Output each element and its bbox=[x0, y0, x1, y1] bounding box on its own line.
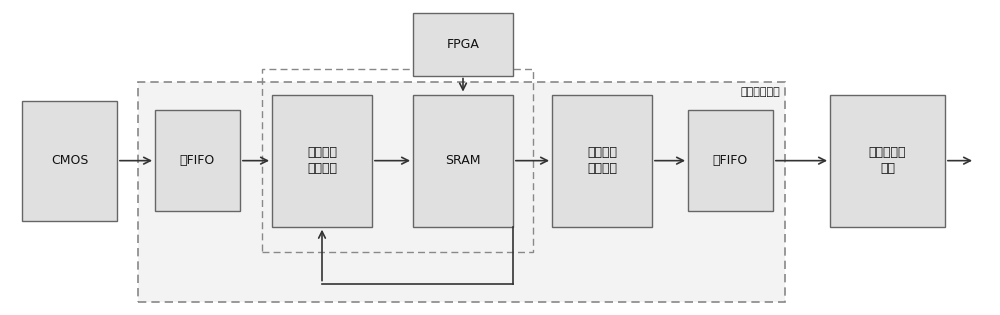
Text: 帧间累加
均値计算: 帧间累加 均値计算 bbox=[587, 146, 617, 175]
FancyBboxPatch shape bbox=[413, 94, 513, 227]
Text: 存储处理模块: 存储处理模块 bbox=[740, 87, 780, 97]
FancyBboxPatch shape bbox=[155, 110, 240, 211]
FancyBboxPatch shape bbox=[272, 94, 372, 227]
FancyBboxPatch shape bbox=[688, 110, 773, 211]
FancyBboxPatch shape bbox=[830, 94, 945, 227]
FancyBboxPatch shape bbox=[413, 13, 513, 76]
Text: 差値移位
处理模块: 差値移位 处理模块 bbox=[307, 146, 337, 175]
Text: 写FIFO: 写FIFO bbox=[713, 154, 748, 167]
FancyBboxPatch shape bbox=[138, 82, 785, 302]
Text: FPGA: FPGA bbox=[447, 37, 479, 51]
FancyBboxPatch shape bbox=[22, 101, 117, 220]
FancyBboxPatch shape bbox=[552, 94, 652, 227]
Text: 读FIFO: 读FIFO bbox=[180, 154, 215, 167]
Text: 帧累加平均
模块: 帧累加平均 模块 bbox=[869, 146, 906, 175]
Text: SRAM: SRAM bbox=[445, 154, 481, 167]
Text: CMOS: CMOS bbox=[51, 154, 88, 167]
